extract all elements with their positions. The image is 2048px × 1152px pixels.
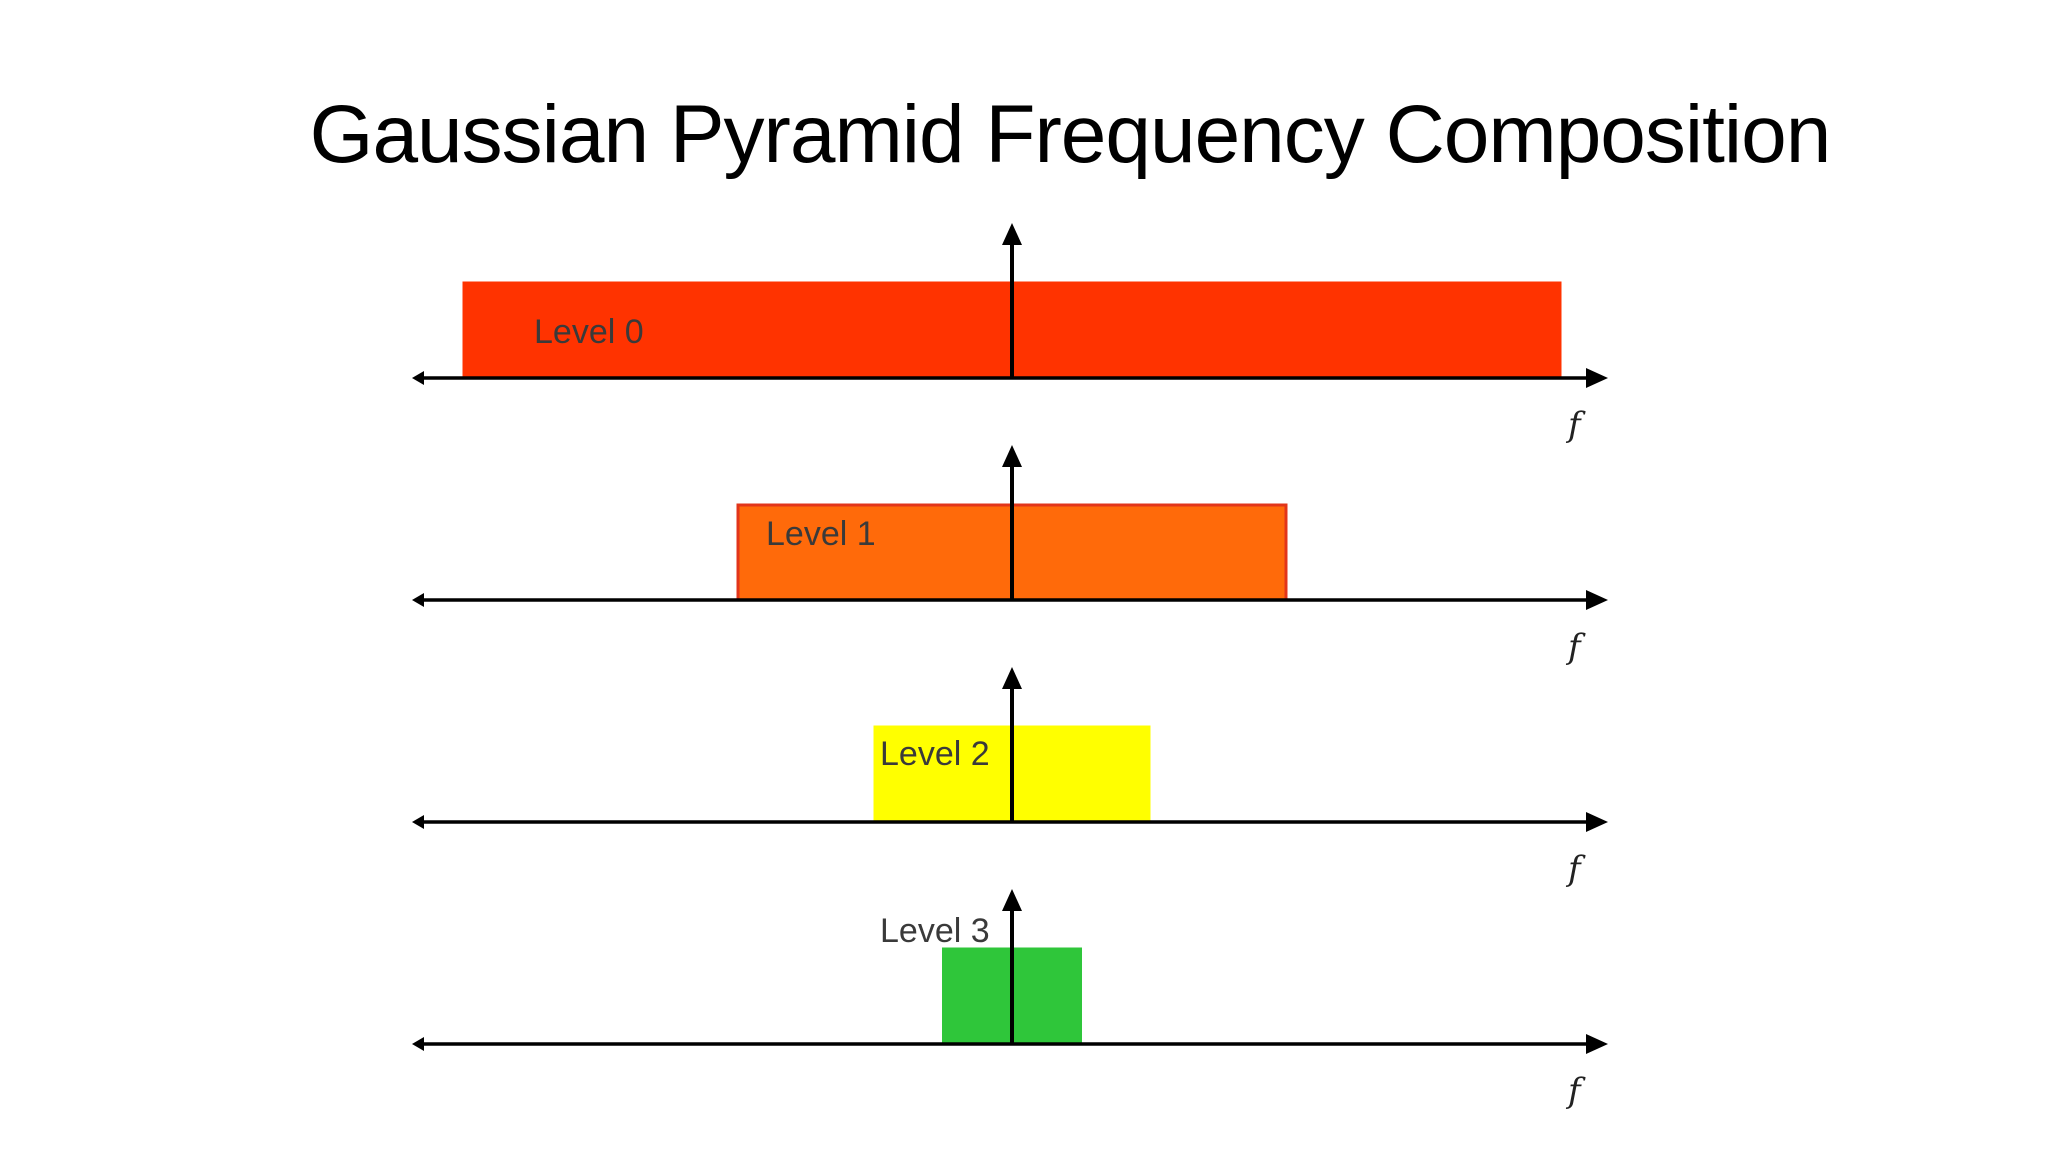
level-3-axis-arrow-up-icon	[1002, 889, 1022, 911]
slide-title: Gaussian Pyramid Frequency Composition	[309, 89, 1832, 180]
level-3-axis-arrow-right-icon	[1586, 1034, 1608, 1054]
level-3-frequency-label: f	[1565, 1071, 1586, 1111]
level-1-axis-arrow-left-icon	[412, 593, 424, 607]
level-0-axis-arrow-up-icon	[1002, 223, 1022, 245]
level-2-axis-arrow-up-icon	[1002, 667, 1022, 689]
level-2-axis-arrow-left-icon	[412, 815, 424, 829]
level-3-axis-arrow-left-icon	[412, 1037, 424, 1051]
level-3-label: Level 3	[880, 912, 990, 950]
level-1-frequency-label: f	[1565, 627, 1586, 667]
level-1-label: Level 1	[766, 515, 876, 553]
level-0-axis-arrow-left-icon	[412, 371, 424, 385]
level-2-axis-arrow-right-icon	[1586, 812, 1608, 832]
level-1-axis-arrow-up-icon	[1002, 445, 1022, 467]
level-0-label: Level 0	[534, 313, 644, 351]
level-2-frequency-label: f	[1565, 849, 1586, 889]
level-2-label: Level 2	[880, 735, 990, 773]
level-1-axis-arrow-right-icon	[1586, 590, 1608, 610]
level-0-frequency-label: f	[1565, 405, 1586, 445]
level-0-axis-arrow-right-icon	[1586, 368, 1608, 388]
